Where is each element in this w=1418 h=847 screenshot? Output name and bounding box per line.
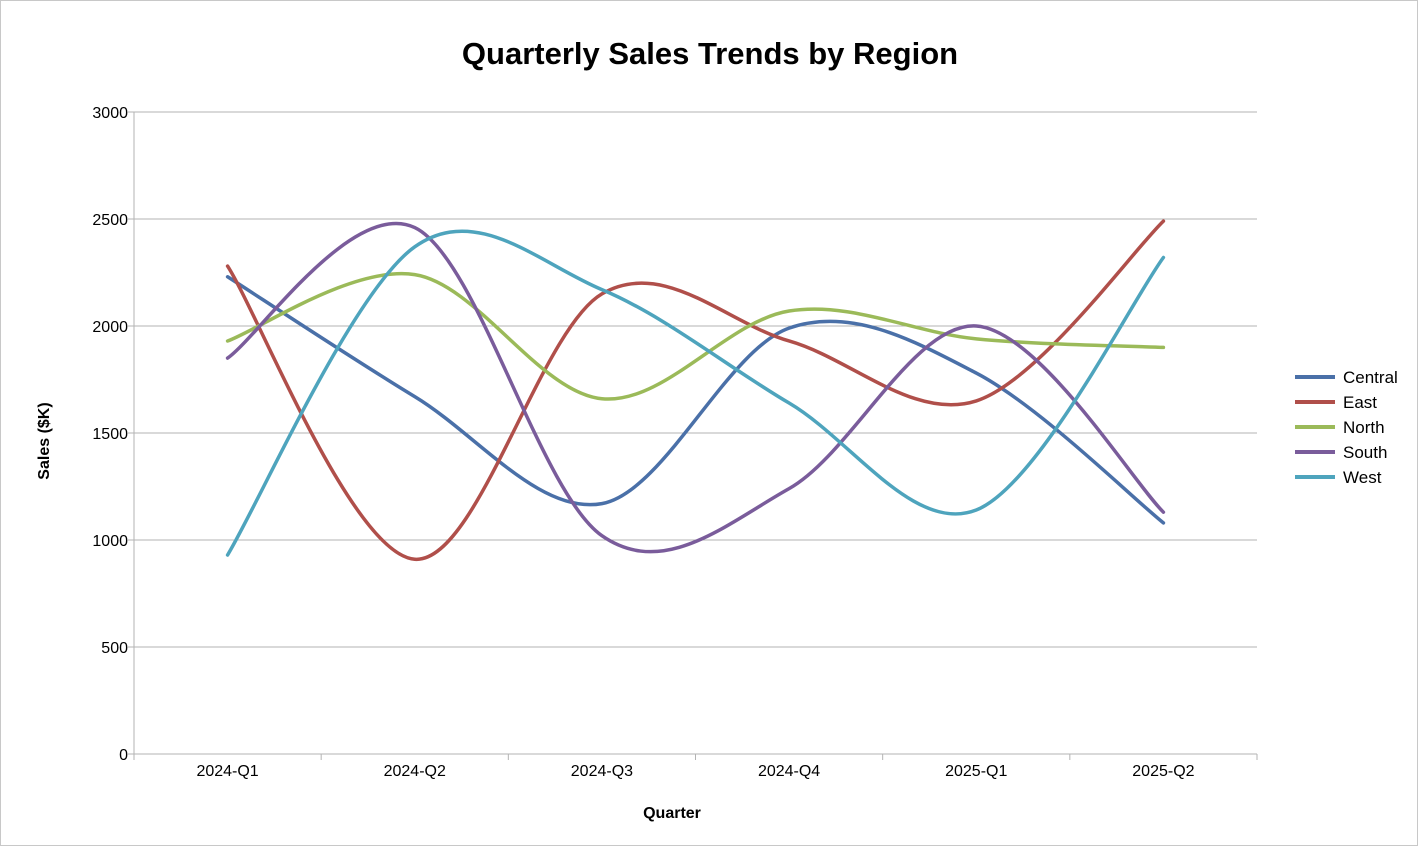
y-tick-label: 3000 <box>92 105 128 122</box>
axes: 0 500 1000 1500 2000 2500 3000 2024-Q1 2024-Q2 20… <box>92 105 1258 780</box>
x-tick-label: 2024-Q1 <box>196 763 258 780</box>
series-line-east <box>225 219 1166 562</box>
y-tick-label: 500 <box>101 640 128 657</box>
legend-label-north: North <box>1343 418 1385 437</box>
x-tick-label: 2024-Q4 <box>758 763 820 780</box>
series-line-west <box>225 229 1166 557</box>
series-line-central <box>225 275 1166 525</box>
legend-label-south: South <box>1343 443 1387 462</box>
series-line-north <box>225 271 1166 401</box>
x-tick-label: 2024-Q2 <box>384 763 446 780</box>
y-tick-label: 2500 <box>92 212 128 229</box>
y-tick-label: 1500 <box>92 426 128 443</box>
y-tick-label: 0 <box>119 747 128 764</box>
y-tick-label: 1000 <box>92 533 128 550</box>
x-axis-title: Quarter <box>643 805 701 822</box>
series-line-south <box>225 221 1166 554</box>
gridlines <box>128 111 1257 755</box>
legend: Central East North South West <box>1295 368 1398 487</box>
y-axis-title: Sales ($K) <box>36 402 53 479</box>
legend-label-west: West <box>1343 468 1382 487</box>
legend-label-east: East <box>1343 393 1377 412</box>
series-lines <box>225 219 1166 562</box>
x-tick-label: 2025-Q1 <box>945 763 1007 780</box>
chart-title: Quarterly Sales Trends by Region <box>462 36 958 71</box>
y-tick-label: 2000 <box>92 319 128 336</box>
legend-label-central: Central <box>1343 368 1398 387</box>
x-tick-label: 2024-Q3 <box>571 763 633 780</box>
x-tick-label: 2025-Q2 <box>1132 763 1194 780</box>
